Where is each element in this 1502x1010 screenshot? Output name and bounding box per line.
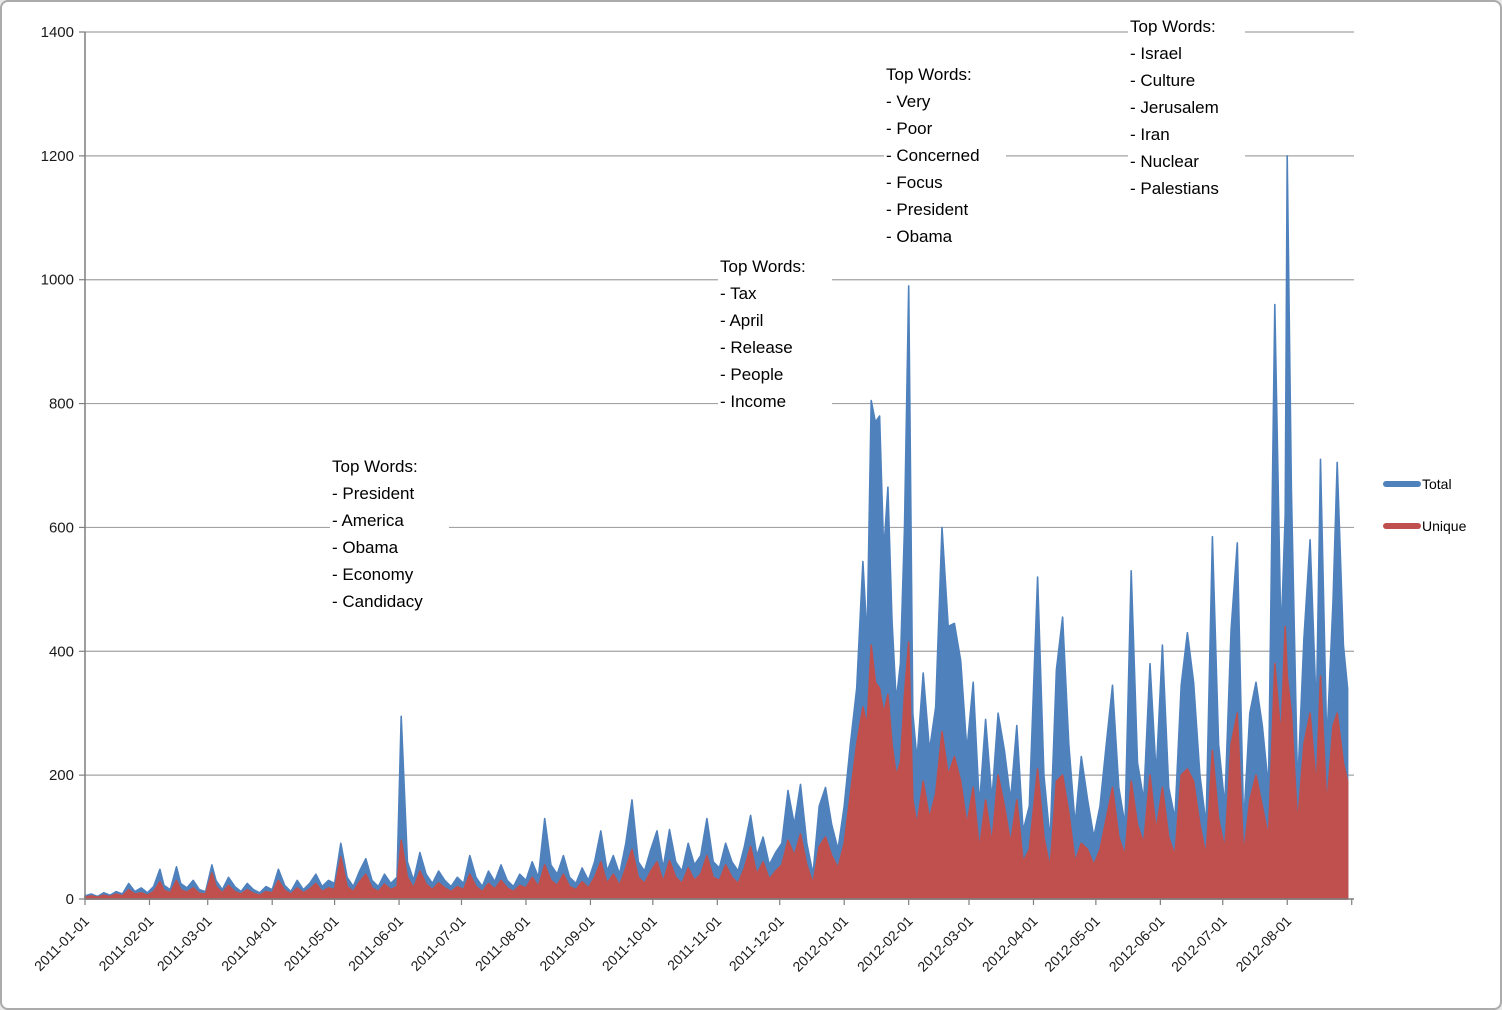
x-axis-tick-label: 2012-04-01 [979, 913, 1041, 975]
x-axis-tick-label: 2011-02-01 [95, 913, 156, 974]
annotation-word: - Concerned [886, 146, 980, 165]
x-axis-tick-label: 2012-08-01 [1232, 913, 1294, 975]
legend-item-unique: Unique [1383, 515, 1466, 537]
top-words-annotation: Top Words: - Very - Poor - Concerned - Focus… [884, 60, 1006, 253]
annotation-word: - Iran [1130, 125, 1170, 144]
annotation-word: - President [886, 200, 969, 219]
annotation-word: - Economy [332, 565, 414, 584]
annotation-word: - America [332, 511, 404, 530]
annotation-word: - Very [886, 92, 931, 111]
x-axis-tick-label: 2012-03-01 [914, 913, 976, 975]
legend-swatch-icon [1383, 523, 1421, 529]
annotation-word: - Tax [720, 284, 757, 303]
x-axis-tick-label: 2012-01-01 [789, 913, 851, 975]
y-axis-tick-label: 400 [49, 643, 74, 660]
legend-label: Unique [1422, 518, 1467, 534]
annotation-word: - Candidacy [332, 592, 423, 611]
annotation-word: - Income [720, 392, 787, 411]
legend-swatch-icon [1383, 481, 1421, 487]
x-axis-tick-label: 2012-06-01 [1106, 913, 1168, 975]
top-words-annotation: Top Words: - President - America - Obama - E… [330, 452, 449, 618]
y-axis-tick-label: 1000 [41, 272, 74, 289]
annotation-title: Top Words: [1130, 17, 1216, 36]
legend-label: Total [1422, 476, 1452, 492]
y-axis-tick-label: 800 [49, 396, 74, 413]
annotation-word: - Palestians [1130, 179, 1219, 198]
x-axis-tick-label: 2011-03-01 [154, 913, 215, 974]
annotation-word: - Nuclear [1130, 152, 1199, 171]
legend-item-total: Total [1383, 473, 1466, 495]
x-axis-tick-label: 2012-02-01 [854, 913, 916, 975]
annotation-word: - Focus [886, 173, 943, 192]
x-axis-tick-label: 2011-08-01 [472, 913, 533, 974]
annotation-word: - Obama [886, 227, 953, 246]
top-words-annotation: Top Words: - Israel - Culture - Jerusalem - … [1128, 12, 1245, 205]
annotation-title: Top Words: [886, 65, 972, 84]
x-axis-tick-label: 2011-11-01 [664, 913, 725, 974]
series-unique [84, 625, 1349, 900]
annotation-word: - Obama [332, 538, 399, 557]
legend: Total Unique [1383, 473, 1466, 557]
annotation-word: - People [720, 365, 784, 384]
annotation-word: - Poor [886, 119, 933, 138]
annotation-word: - Culture [1130, 71, 1196, 90]
series-total [84, 155, 1349, 900]
y-axis-tick-label: 0 [66, 891, 74, 908]
annotation-word: - Israel [1130, 44, 1182, 63]
annotation-title: Top Words: [720, 257, 806, 276]
x-axis-tick-label: 2011-05-01 [281, 913, 342, 974]
annotation-word: - April [720, 311, 764, 330]
x-axis-tick-label: 2012-05-01 [1041, 913, 1103, 975]
x-axis-tick-label: 2011-04-01 [218, 913, 279, 974]
y-axis-tick-label: 1200 [41, 148, 74, 165]
y-axis-tick-label: 200 [49, 767, 74, 784]
x-axis-tick-label: 2011-09-01 [536, 913, 597, 974]
x-axis-tick-label: 2011-12-01 [726, 913, 787, 974]
annotation-word: - Release [720, 338, 793, 357]
y-axis-tick-label: 1400 [41, 24, 74, 41]
y-axis-tick-label: 600 [49, 519, 74, 536]
x-axis-tick-label: 2011-10-01 [599, 913, 660, 974]
x-axis-tick-label: 2011-07-01 [407, 913, 468, 974]
x-axis-tick-label: 2012-07-01 [1168, 913, 1230, 975]
annotation-title: Top Words: [332, 457, 418, 476]
annotation-word: - Jerusalem [1130, 98, 1219, 117]
x-axis-tick-label: 2011-06-01 [345, 913, 406, 974]
top-words-annotation: Top Words: - Tax - April - Release - People -… [718, 252, 832, 418]
x-axis-tick-label: 2011-01-01 [31, 913, 92, 974]
annotation-word: - President [332, 484, 415, 503]
